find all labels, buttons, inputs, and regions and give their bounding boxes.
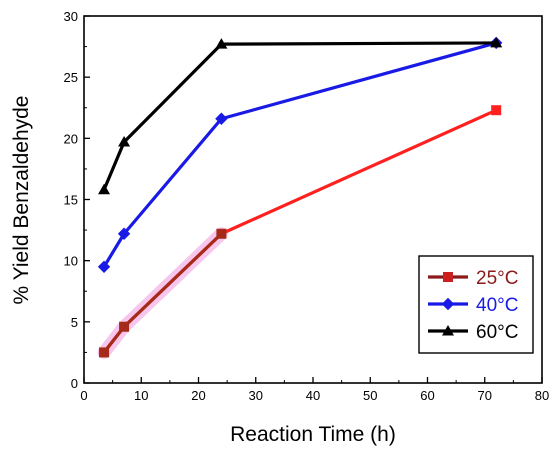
x-tick-label: 30 <box>249 388 263 403</box>
legend-marker <box>441 297 455 311</box>
legend-marker <box>442 325 454 336</box>
y-tick-label: 10 <box>64 254 78 269</box>
x-axis-ticks: 0 10 20 30 40 50 60 70 80 <box>80 377 549 403</box>
data-point <box>117 227 131 240</box>
data-point <box>216 228 227 239</box>
legend-item: 60°C <box>428 322 518 343</box>
data-point <box>119 321 130 332</box>
legend: 25°C 40°C 60°C <box>418 255 534 354</box>
x-tick-label: 70 <box>478 388 492 403</box>
data-point <box>99 347 110 358</box>
y-tick-label: 15 <box>64 193 78 208</box>
legend-label: 40°C <box>476 295 518 316</box>
legend-item: 40°C <box>428 295 518 316</box>
data-point <box>118 136 131 147</box>
y-axis-ticks: 0 5 10 15 20 25 30 <box>64 9 90 391</box>
legend-marker <box>443 272 453 282</box>
x-tick-label: 20 <box>191 388 205 403</box>
y-tick-label: 0 <box>71 376 78 391</box>
data-point <box>490 36 503 48</box>
data-point <box>97 260 111 273</box>
data-point <box>215 112 228 125</box>
series-line <box>102 41 497 191</box>
y-tick-label: 25 <box>64 70 78 85</box>
x-tick-label: 80 <box>535 388 549 403</box>
data-point <box>491 105 502 116</box>
x-tick-label: 0 <box>80 388 87 403</box>
x-tick-label: 60 <box>420 388 434 403</box>
legend-item: 25°C <box>428 268 518 289</box>
series-layer <box>97 36 503 359</box>
data-point <box>215 38 228 49</box>
y-tick-label: 20 <box>64 131 78 146</box>
x-tick-label: 50 <box>363 388 377 403</box>
data-point <box>98 183 111 195</box>
legend-items: 25°C 40°C 60°C <box>428 268 518 343</box>
legend-label: 25°C <box>476 268 518 289</box>
series-2 <box>98 36 503 195</box>
x-tick-label: 40 <box>306 388 320 403</box>
series-line <box>102 41 497 268</box>
series-1 <box>97 36 503 273</box>
x-tick-label: 10 <box>134 388 148 403</box>
series-0 <box>97 105 502 359</box>
y-axis-title: % Yield Benzaldehyde <box>10 96 33 305</box>
x-axis-title: Reaction Time (h) <box>230 423 396 446</box>
y-tick-label: 5 <box>71 315 78 330</box>
y-tick-label: 30 <box>64 9 78 24</box>
legend-label: 60°C <box>476 322 518 343</box>
